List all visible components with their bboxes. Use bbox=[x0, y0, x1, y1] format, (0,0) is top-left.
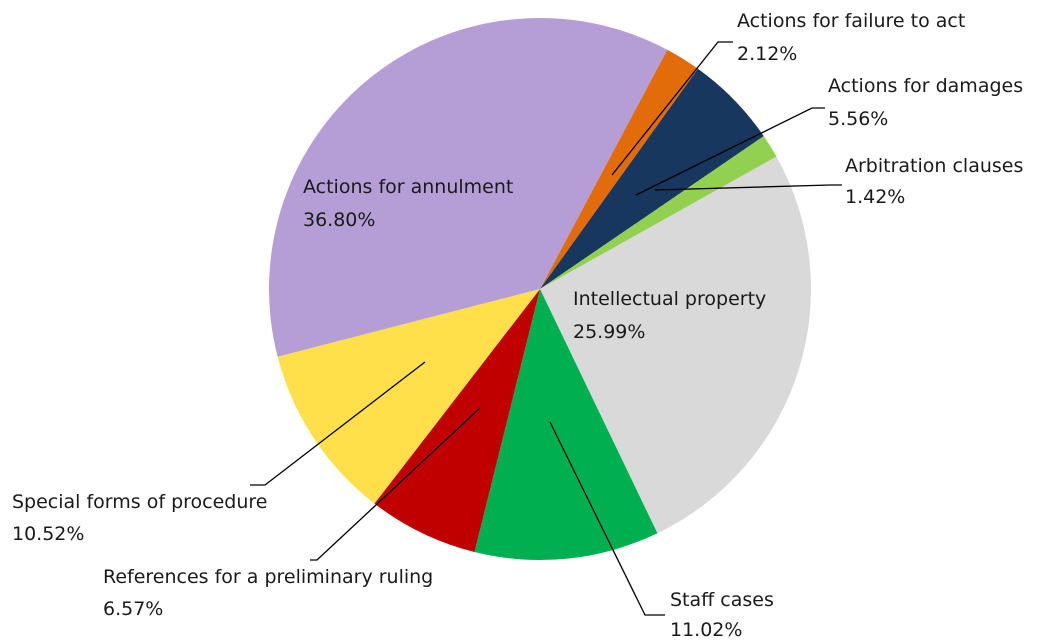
slice-label: Arbitration clauses bbox=[845, 155, 1023, 177]
slice-value-label: 36.80% bbox=[303, 209, 375, 231]
slice-label: Actions for annulment bbox=[303, 176, 513, 198]
pie-slice bbox=[540, 136, 777, 289]
pie-slice bbox=[474, 289, 658, 560]
slice-value-label: 5.56% bbox=[828, 108, 888, 130]
slice-label: Intellectual property bbox=[573, 288, 766, 310]
slice-value-label: 11.02% bbox=[670, 619, 742, 641]
slice-label: Actions for failure to act bbox=[737, 10, 965, 32]
pie-slice bbox=[540, 68, 764, 289]
pie-slice bbox=[540, 156, 811, 534]
pie-slice bbox=[374, 289, 540, 552]
slice-label: References for a preliminary ruling bbox=[103, 566, 433, 588]
leader-line bbox=[310, 407, 481, 561]
slice-label: Special forms of procedure bbox=[12, 491, 268, 513]
slice-label: Staff cases bbox=[670, 589, 774, 611]
slice-value-label: 2.12% bbox=[737, 43, 797, 65]
leader-line bbox=[635, 107, 825, 196]
slice-value-label: 10.52% bbox=[12, 523, 84, 545]
slice-label: Actions for damages bbox=[828, 75, 1023, 97]
pie-slice bbox=[277, 289, 540, 504]
leader-line bbox=[611, 41, 733, 176]
slice-value-label: 1.42% bbox=[845, 186, 905, 208]
leader-line bbox=[549, 421, 665, 616]
slice-value-label: 6.57% bbox=[103, 598, 163, 620]
slice-value-label: 25.99% bbox=[573, 321, 645, 343]
leader-line bbox=[250, 361, 426, 486]
pie-slice bbox=[268, 17, 668, 357]
pie-slice bbox=[540, 49, 698, 289]
leader-line bbox=[654, 184, 842, 191]
